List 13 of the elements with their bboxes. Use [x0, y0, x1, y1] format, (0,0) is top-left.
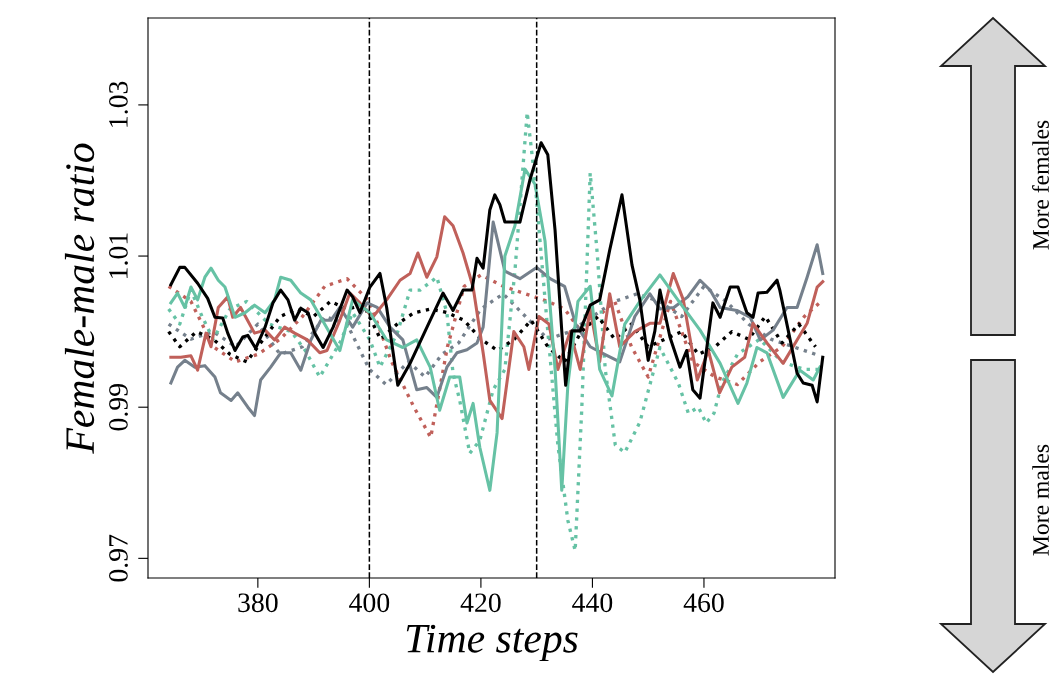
y-tick-label: 0.97 — [109, 534, 128, 582]
y-axis-title: Female-male ratio — [64, 143, 95, 454]
x-tick-label: 380 — [238, 593, 278, 613]
text: More females — [1032, 120, 1049, 250]
y-tick-label: 0.99 — [109, 384, 128, 431]
x-tick-label: 420 — [460, 593, 501, 613]
y-tick-label: 1.01 — [109, 233, 128, 278]
x-tick-label: 440 — [572, 593, 613, 613]
x-tick-label: 460 — [683, 593, 724, 613]
y-tick-label: 1.03 — [109, 81, 128, 127]
text: More males — [1032, 444, 1049, 556]
x-tick-label: 400 — [349, 593, 390, 613]
x-axis-title: Time steps — [406, 624, 578, 662]
